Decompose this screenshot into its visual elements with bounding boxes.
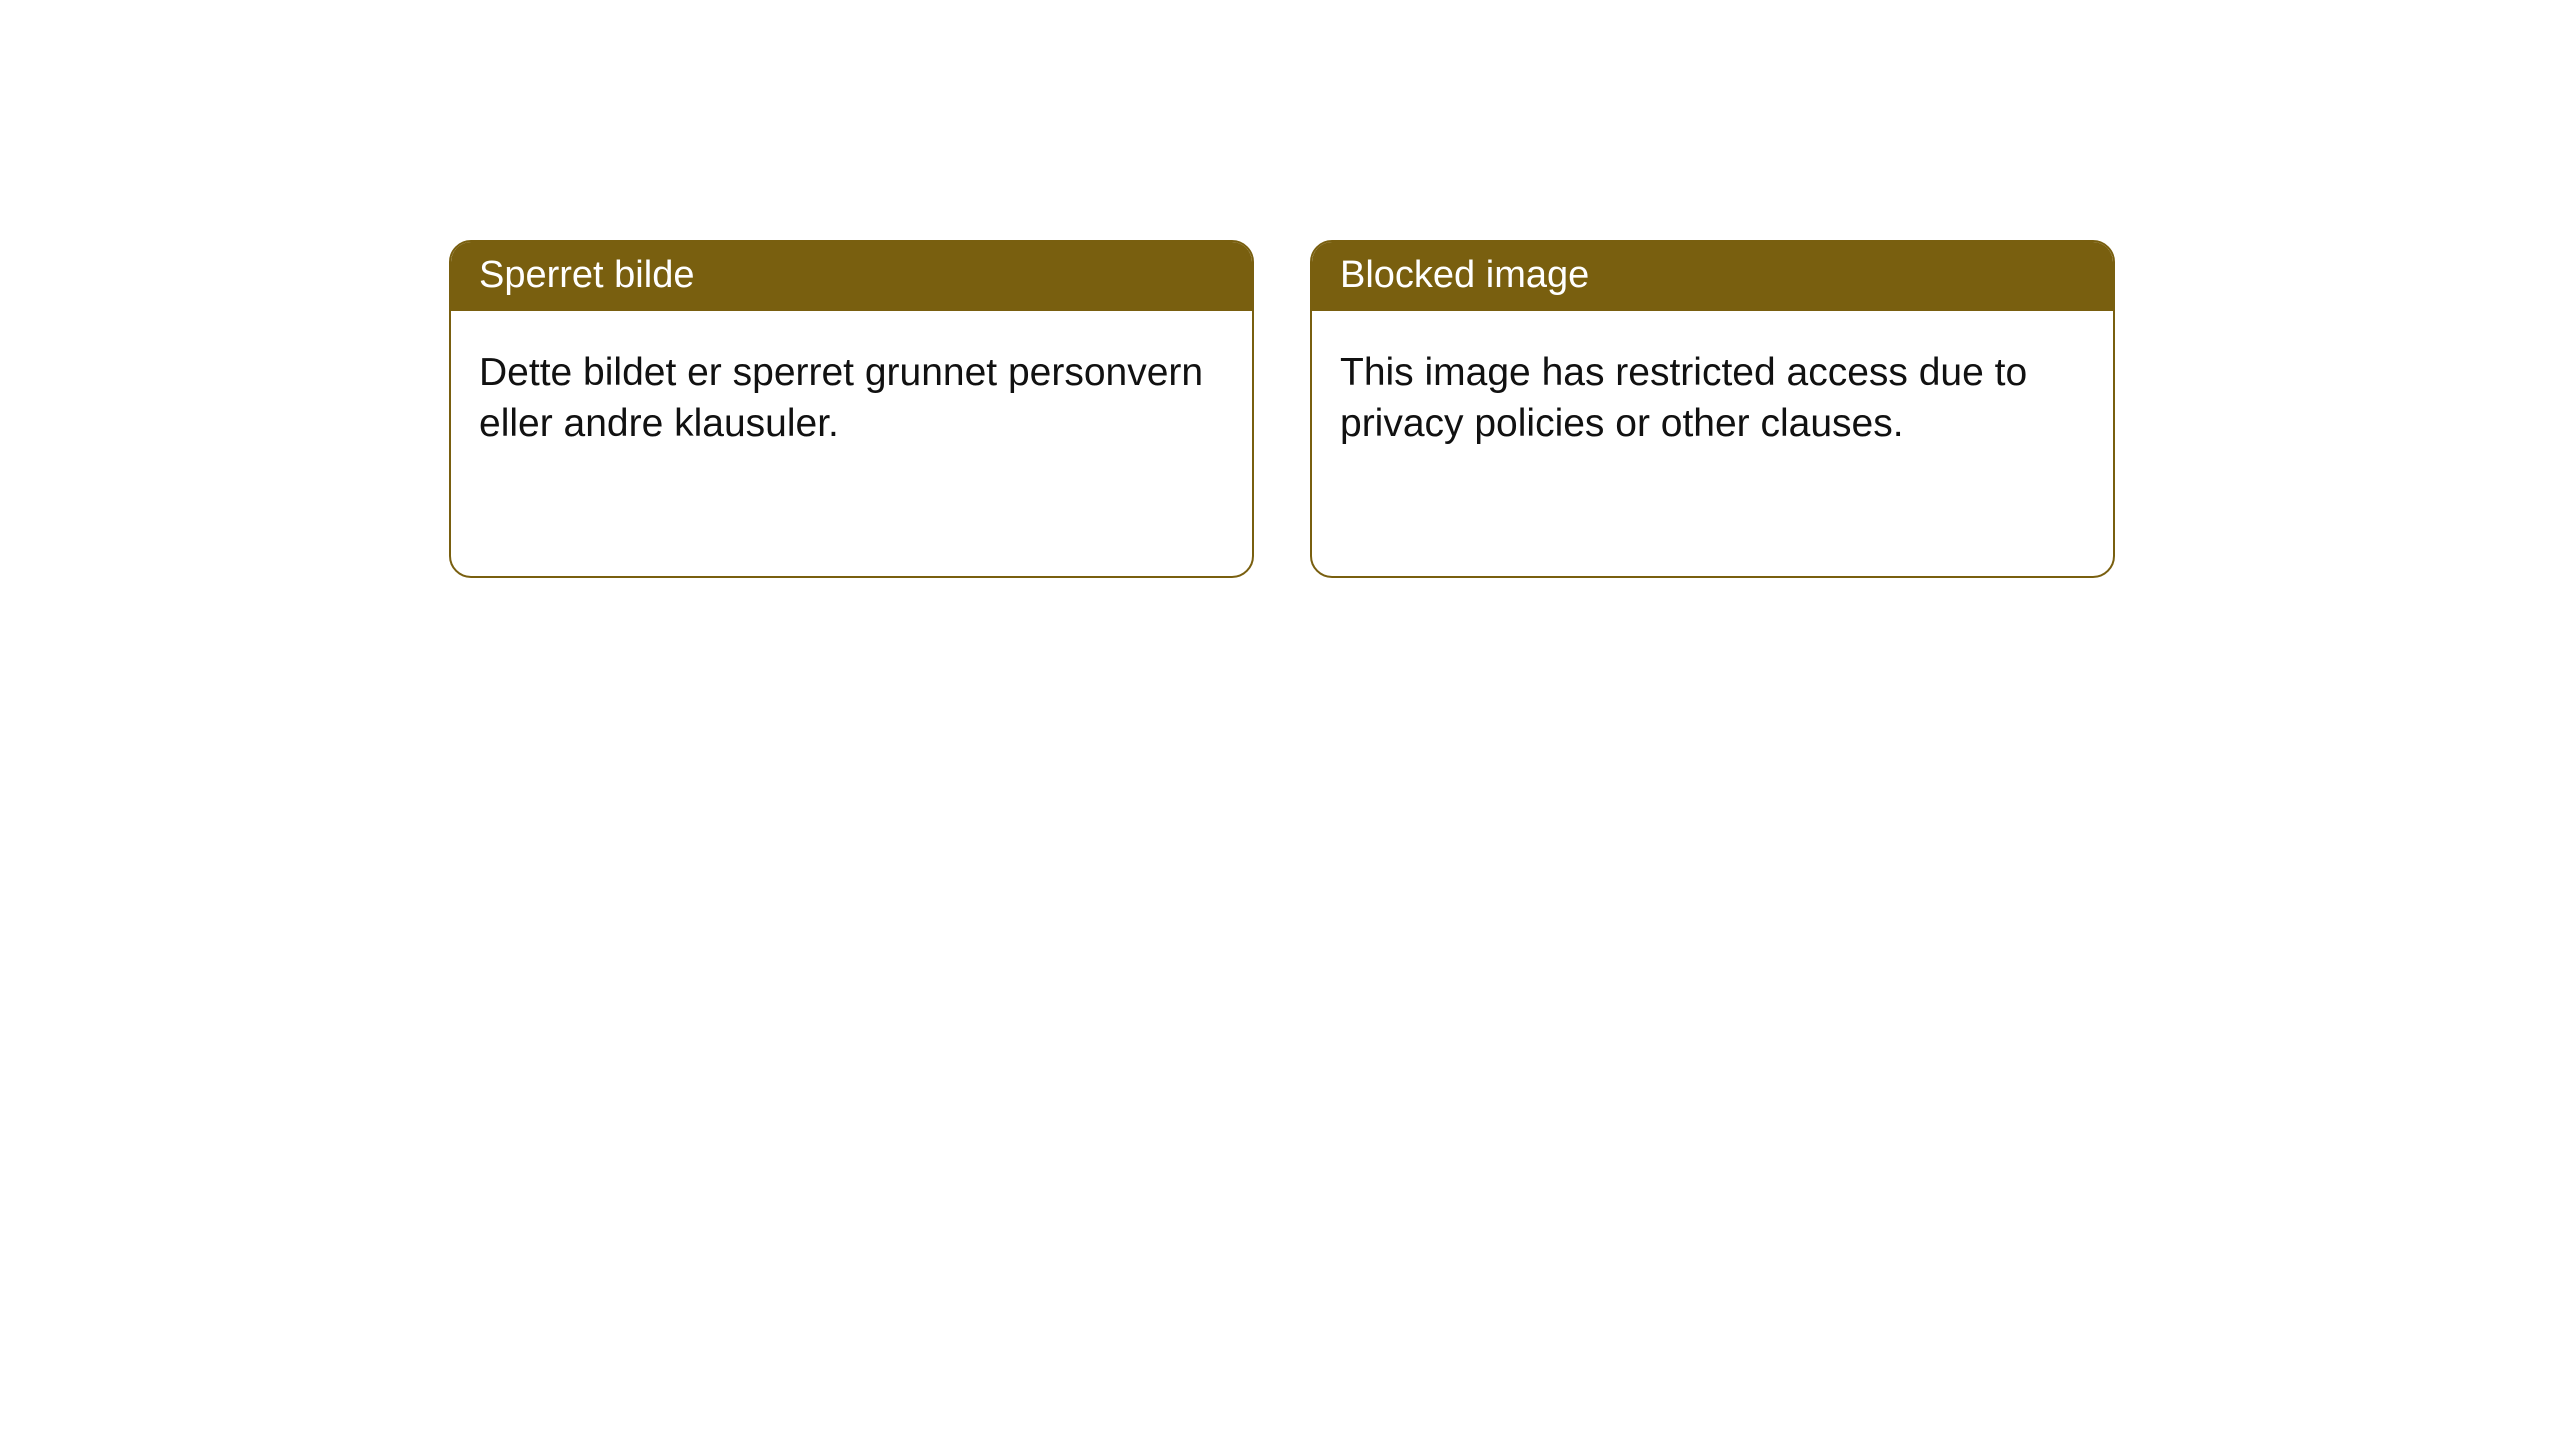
notice-card-title-en: Blocked image: [1312, 242, 2113, 311]
notice-container: Sperret bilde Dette bildet er sperret gr…: [0, 0, 2560, 578]
notice-card-body-no: Dette bildet er sperret grunnet personve…: [451, 311, 1252, 479]
notice-card-en: Blocked image This image has restricted …: [1310, 240, 2115, 578]
notice-card-title-no: Sperret bilde: [451, 242, 1252, 311]
notice-card-body-en: This image has restricted access due to …: [1312, 311, 2113, 479]
notice-card-no: Sperret bilde Dette bildet er sperret gr…: [449, 240, 1254, 578]
